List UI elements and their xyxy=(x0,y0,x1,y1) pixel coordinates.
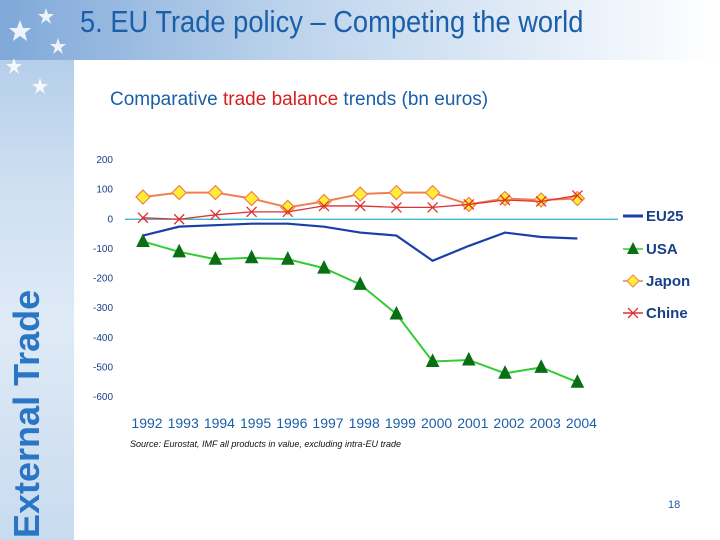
legend-marker xyxy=(627,307,639,319)
y-tick-label: 200 xyxy=(96,155,113,166)
data-point xyxy=(354,200,366,212)
title-band xyxy=(0,0,720,60)
x-tick-label: 1998 xyxy=(349,415,380,431)
data-point xyxy=(388,184,405,201)
data-point xyxy=(243,190,260,207)
legend-marker xyxy=(627,242,639,254)
data-point xyxy=(535,196,547,207)
x-tick-label: 2004 xyxy=(566,415,597,431)
y-tick-label: -300 xyxy=(93,303,113,314)
data-point xyxy=(135,189,151,205)
data-point xyxy=(171,184,188,201)
data-point xyxy=(244,249,259,264)
data-point xyxy=(208,251,223,265)
x-tick-label: 1995 xyxy=(240,415,271,431)
data-point xyxy=(209,209,221,221)
data-point xyxy=(463,198,475,210)
data-point xyxy=(461,351,476,366)
legend-marker xyxy=(626,274,640,288)
data-point xyxy=(569,190,586,207)
data-point xyxy=(280,251,295,265)
data-point xyxy=(425,353,440,367)
y-tick-label: -500 xyxy=(93,362,113,373)
series-line xyxy=(142,222,578,262)
x-tick-label: 1992 xyxy=(131,415,162,431)
x-tick-label: 2003 xyxy=(530,415,561,431)
x-tick-label: 1994 xyxy=(204,415,235,431)
chart-heading: Comparative trade balance trends (bn eur… xyxy=(110,89,488,111)
chart-heading-part3: trends (bn euros) xyxy=(338,89,489,110)
data-point xyxy=(424,184,441,201)
y-tick-label: -100 xyxy=(93,244,113,255)
chart-heading-part1: Comparative xyxy=(110,89,223,110)
x-tick-label: 1996 xyxy=(276,415,307,431)
star-icon xyxy=(50,38,66,54)
data-point xyxy=(353,276,368,290)
data-point xyxy=(246,206,258,218)
chart-heading-highlight: trade balance xyxy=(223,89,339,110)
data-point xyxy=(282,206,294,218)
legend-label: USA xyxy=(646,241,678,258)
star-icon xyxy=(9,20,31,41)
data-point xyxy=(533,192,550,208)
data-point xyxy=(570,374,585,388)
series-line xyxy=(142,240,578,384)
y-tick-label: 100 xyxy=(96,185,113,196)
star-icon xyxy=(38,8,54,24)
data-point xyxy=(172,243,187,258)
data-point xyxy=(571,190,583,202)
y-tick-label: -600 xyxy=(93,392,113,403)
data-point xyxy=(534,359,549,373)
x-tick-label: 2002 xyxy=(493,415,524,431)
data-point xyxy=(499,194,511,206)
star-icon xyxy=(32,78,48,94)
data-point xyxy=(173,213,185,225)
data-point xyxy=(136,233,150,247)
page-number: 18 xyxy=(668,499,681,511)
stars-decoration xyxy=(6,8,66,94)
data-point xyxy=(137,212,149,224)
data-point xyxy=(497,190,513,207)
x-tick-label: 1997 xyxy=(312,415,343,431)
source-note: Source: Eurostat, IMF all products in va… xyxy=(130,439,401,449)
legend-label: Chine xyxy=(646,305,688,322)
star-icon xyxy=(6,58,22,74)
data-point xyxy=(316,193,332,210)
data-point xyxy=(427,201,439,213)
data-point xyxy=(317,260,331,274)
legend-label: Japon xyxy=(646,273,690,290)
data-point xyxy=(352,186,369,202)
x-tick-label: 2000 xyxy=(421,415,452,431)
data-point xyxy=(207,184,224,201)
y-tick-label: 0 xyxy=(107,214,113,225)
data-point xyxy=(390,201,402,213)
legend-label: EU25 xyxy=(646,208,684,225)
x-tick-label: 1993 xyxy=(168,415,199,431)
data-point xyxy=(318,200,330,212)
y-tick-label: -400 xyxy=(93,333,113,344)
y-tick-label: -200 xyxy=(93,274,113,285)
slide-title: 5. EU Trade policy – Competing the world xyxy=(80,4,584,39)
x-tick-label: 1999 xyxy=(385,415,416,431)
x-tick-label: 2001 xyxy=(457,415,488,431)
data-point xyxy=(498,365,512,379)
data-point xyxy=(389,305,404,320)
